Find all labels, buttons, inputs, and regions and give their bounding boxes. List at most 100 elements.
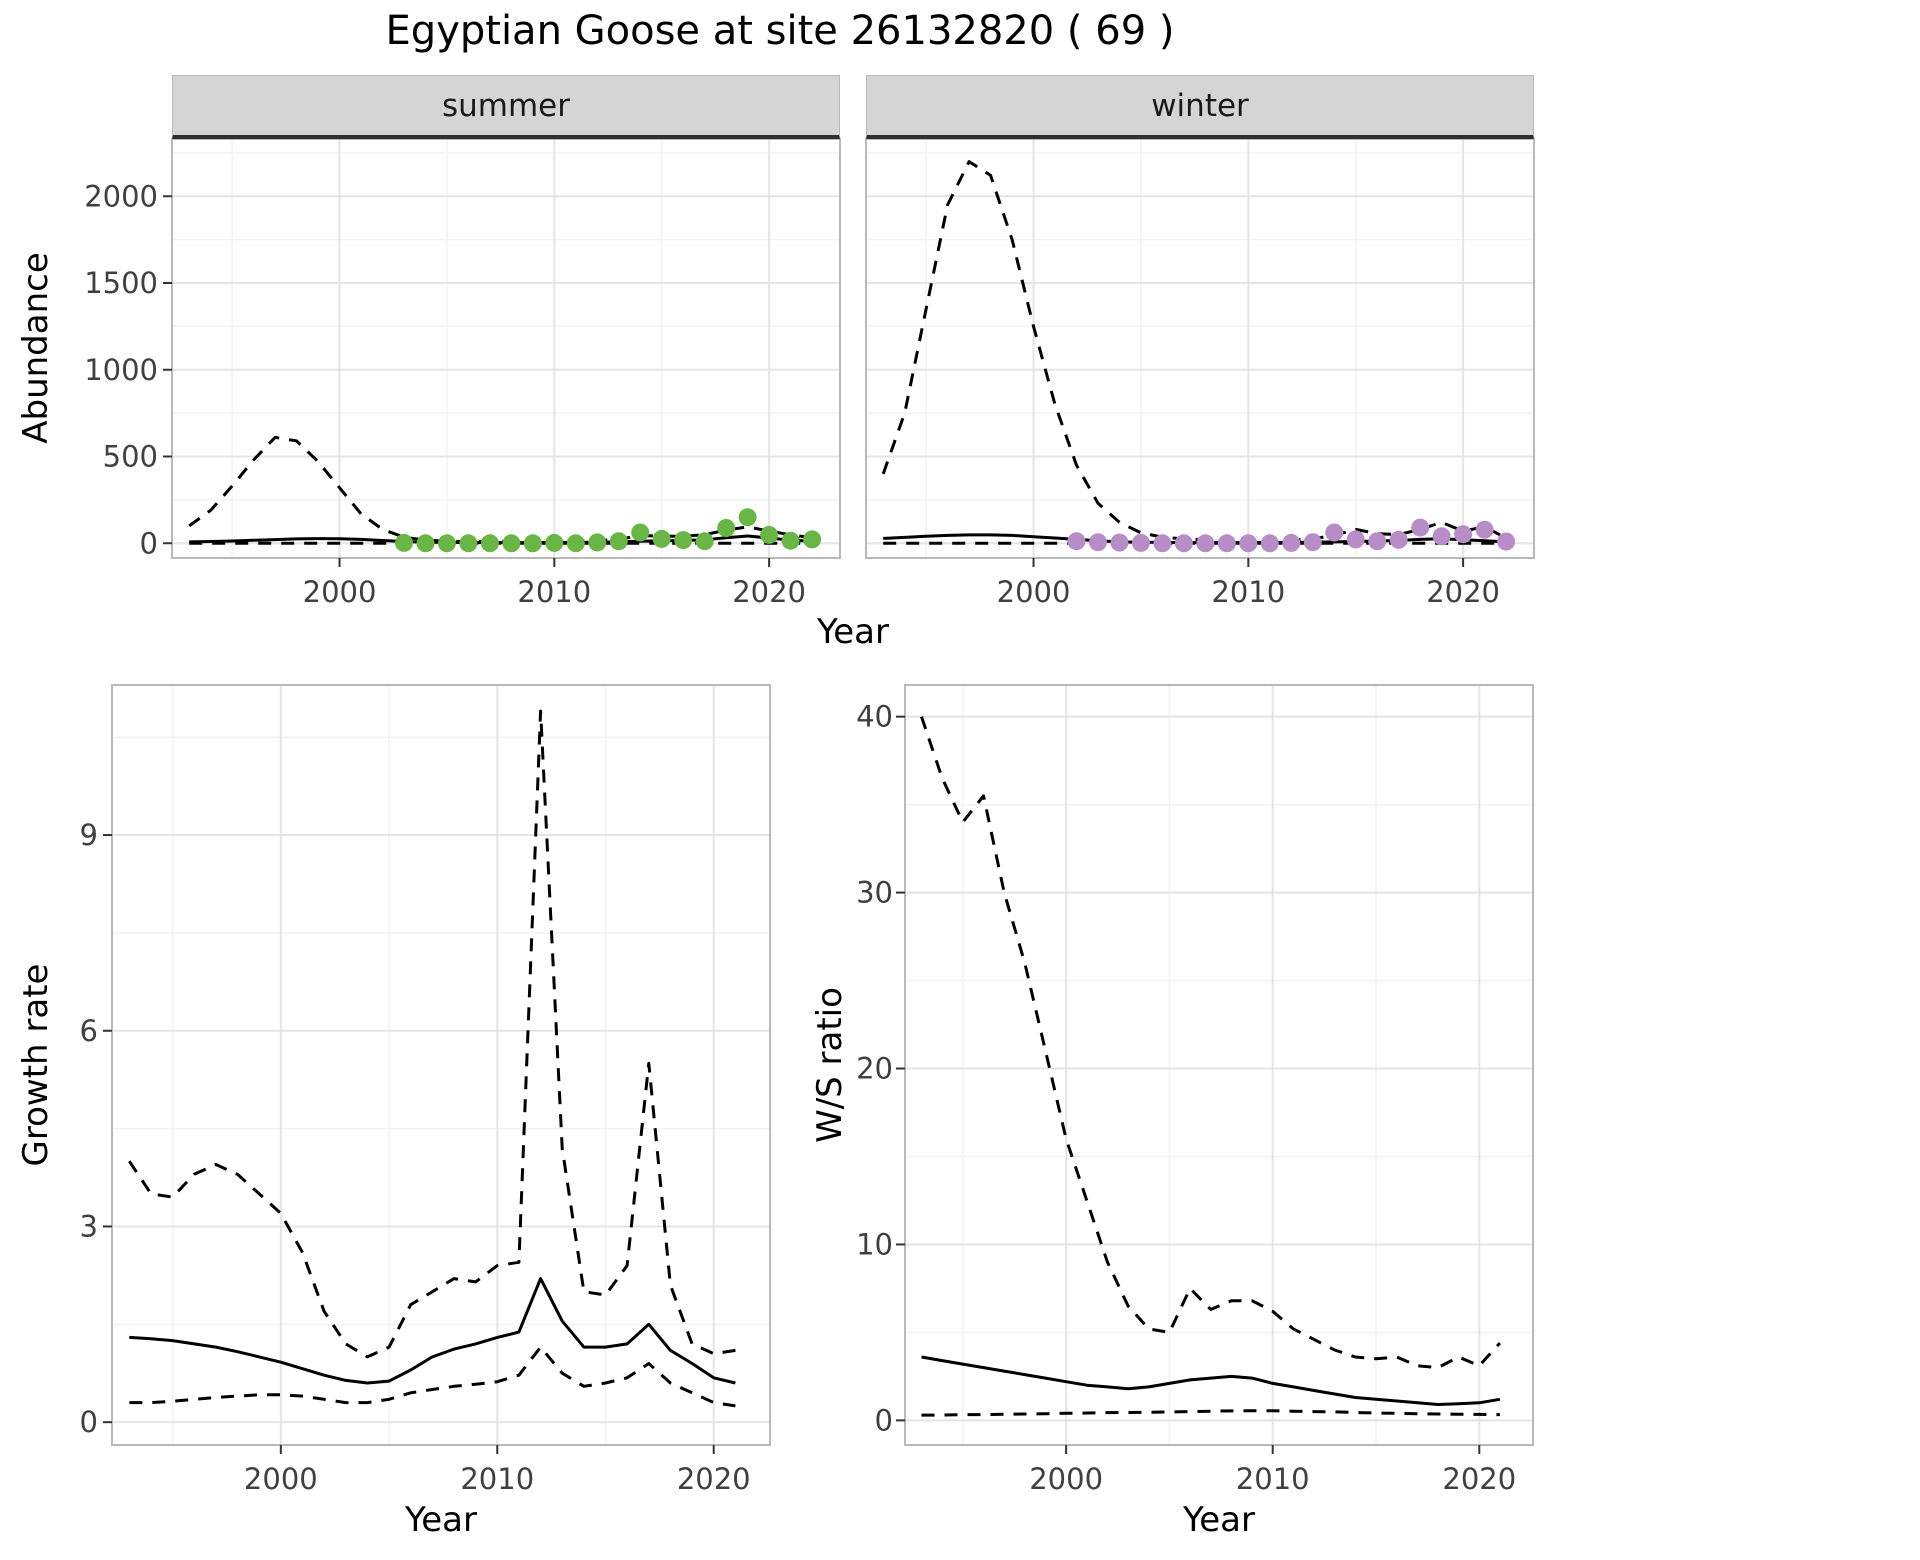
x-tick-label: 2000: [244, 1462, 318, 1496]
x-tick-label: 2020: [1442, 1462, 1516, 1496]
growth-rate-panel: 2000 2010 2020 0 3 6 9: [80, 684, 771, 1496]
ws-ratio-panel: 2000 2010 2020 0 10 20 30 40: [856, 684, 1534, 1496]
observation-point: [416, 534, 435, 553]
x-tick-label: 2010: [1211, 575, 1285, 609]
panel-background: [866, 139, 1534, 558]
panel-background: [905, 685, 1533, 1445]
panel-background: [112, 685, 770, 1445]
observation-point: [1174, 534, 1193, 553]
growth-rate-fit-line: [129, 1277, 736, 1385]
abundance-winter-panel: 2000 2010 2020: [865, 138, 1535, 609]
x-axis-label-year-top: Year: [817, 612, 889, 652]
observation-point: [1411, 518, 1430, 537]
observation-point: [1389, 530, 1408, 549]
observation-point: [1303, 533, 1322, 552]
observation-point: [480, 534, 499, 553]
y-tick-label: 40: [856, 700, 893, 734]
observation-point: [760, 525, 779, 544]
observation-point: [1153, 534, 1172, 553]
y-tick-label: 0: [80, 1405, 98, 1439]
panel-border: [111, 684, 771, 1446]
x-tick-label: 2020: [677, 1462, 751, 1496]
facet-strip-winter-label: winter: [1151, 87, 1249, 124]
observation-point: [803, 530, 822, 549]
y-tick-label: 1000: [84, 353, 158, 387]
abundance-summer-panel: 2000 2010 2020 0 500 1000 1500 2000: [84, 138, 841, 609]
x-tick-label: 2000: [997, 575, 1071, 609]
observation-point: [523, 534, 542, 553]
abundance-winter-observed-points: [1067, 518, 1516, 553]
y-axis-label-growth-rate: Growth rate: [16, 963, 56, 1167]
observation-point: [781, 531, 800, 550]
panel-border: [904, 684, 1534, 1446]
observation-point: [1368, 532, 1387, 551]
gridlines: [112, 685, 770, 1445]
observation-point: [1131, 533, 1150, 552]
observation-point: [395, 533, 413, 552]
observation-point: [652, 529, 671, 548]
observation-point: [695, 532, 714, 551]
y-tick-label: 500: [103, 440, 158, 474]
y-tick-label: 2000: [84, 179, 158, 213]
y-tick-label: 0: [140, 526, 158, 560]
ws-ratio-upper_ci-line: [920, 716, 1502, 1370]
observation-point: [1454, 525, 1473, 544]
observation-point: [738, 508, 757, 527]
y-axis-label-ws-ratio: W/S ratio: [810, 987, 850, 1143]
observation-point: [631, 523, 650, 542]
x-tick-label: 2000: [303, 575, 377, 609]
panel-background: [172, 139, 840, 558]
panel-border: [865, 138, 1535, 559]
x-tick-label: 2020: [732, 575, 806, 609]
y-tick-label: 20: [856, 1052, 893, 1086]
y-tick-label: 6: [80, 1014, 98, 1048]
observation-point: [1325, 523, 1344, 542]
growth-rate-lower_ci-line: [129, 1345, 736, 1408]
abundance-summer-upper_ci-line: [188, 435, 813, 543]
observation-point: [1432, 527, 1451, 546]
x-axis-label-year-bottom-right: Year: [1183, 1500, 1255, 1540]
x-axis-label-year-bottom-left: Year: [405, 1500, 477, 1540]
y-tick-label: 10: [856, 1227, 893, 1261]
observation-point: [1260, 534, 1279, 553]
growth-rate-axes: 2000 2010 2020 0 3 6 9: [80, 818, 751, 1496]
observation-point: [1282, 533, 1301, 552]
abundance-summer-observed-points: [395, 508, 822, 553]
facet-strip-summer-label: summer: [441, 87, 570, 124]
y-tick-label: 30: [856, 876, 893, 910]
abundance-summer-axes: 2000 2010 2020 0 500 1000 1500 2000: [84, 179, 806, 609]
x-tick-label: 2000: [1029, 1462, 1103, 1496]
observation-point: [1239, 534, 1258, 553]
observation-point: [1196, 534, 1215, 553]
panel-border: [171, 138, 841, 559]
abundance-winter-axes: 2000 2010 2020: [997, 558, 1500, 609]
x-tick-label: 2010: [517, 575, 591, 609]
y-axis-label-abundance: Abundance: [16, 252, 56, 444]
y-tick-label: 9: [80, 818, 98, 852]
ws-ratio-lower_ci-line: [921, 1409, 1500, 1417]
observation-point: [566, 534, 585, 553]
observation-point: [717, 519, 736, 537]
observation-point: [459, 534, 478, 553]
gridlines: [905, 685, 1533, 1445]
chart-title: Egyptian Goose at site 26132820 ( 69 ): [385, 8, 1175, 54]
x-tick-label: 2010: [460, 1462, 534, 1496]
facet-strip-winter: winter: [866, 75, 1534, 139]
ws-ratio-axes: 2000 2010 2020 0 10 20 30 40: [856, 700, 1516, 1496]
observation-point: [588, 533, 607, 552]
ws-ratio-fit-line: [921, 1355, 1501, 1406]
observation-point: [1346, 530, 1365, 549]
growth-rate-upper_ci-line: [128, 709, 736, 1359]
observation-point: [1089, 533, 1107, 552]
observation-point: [1497, 532, 1516, 551]
y-tick-label: 1500: [84, 266, 158, 300]
observation-point: [1475, 520, 1494, 539]
observation-point: [545, 533, 564, 552]
observation-point: [1217, 534, 1236, 553]
observation-point: [674, 531, 693, 550]
y-tick-label: 0: [875, 1403, 893, 1437]
x-tick-label: 2010: [1236, 1462, 1310, 1496]
observation-point: [502, 534, 521, 553]
